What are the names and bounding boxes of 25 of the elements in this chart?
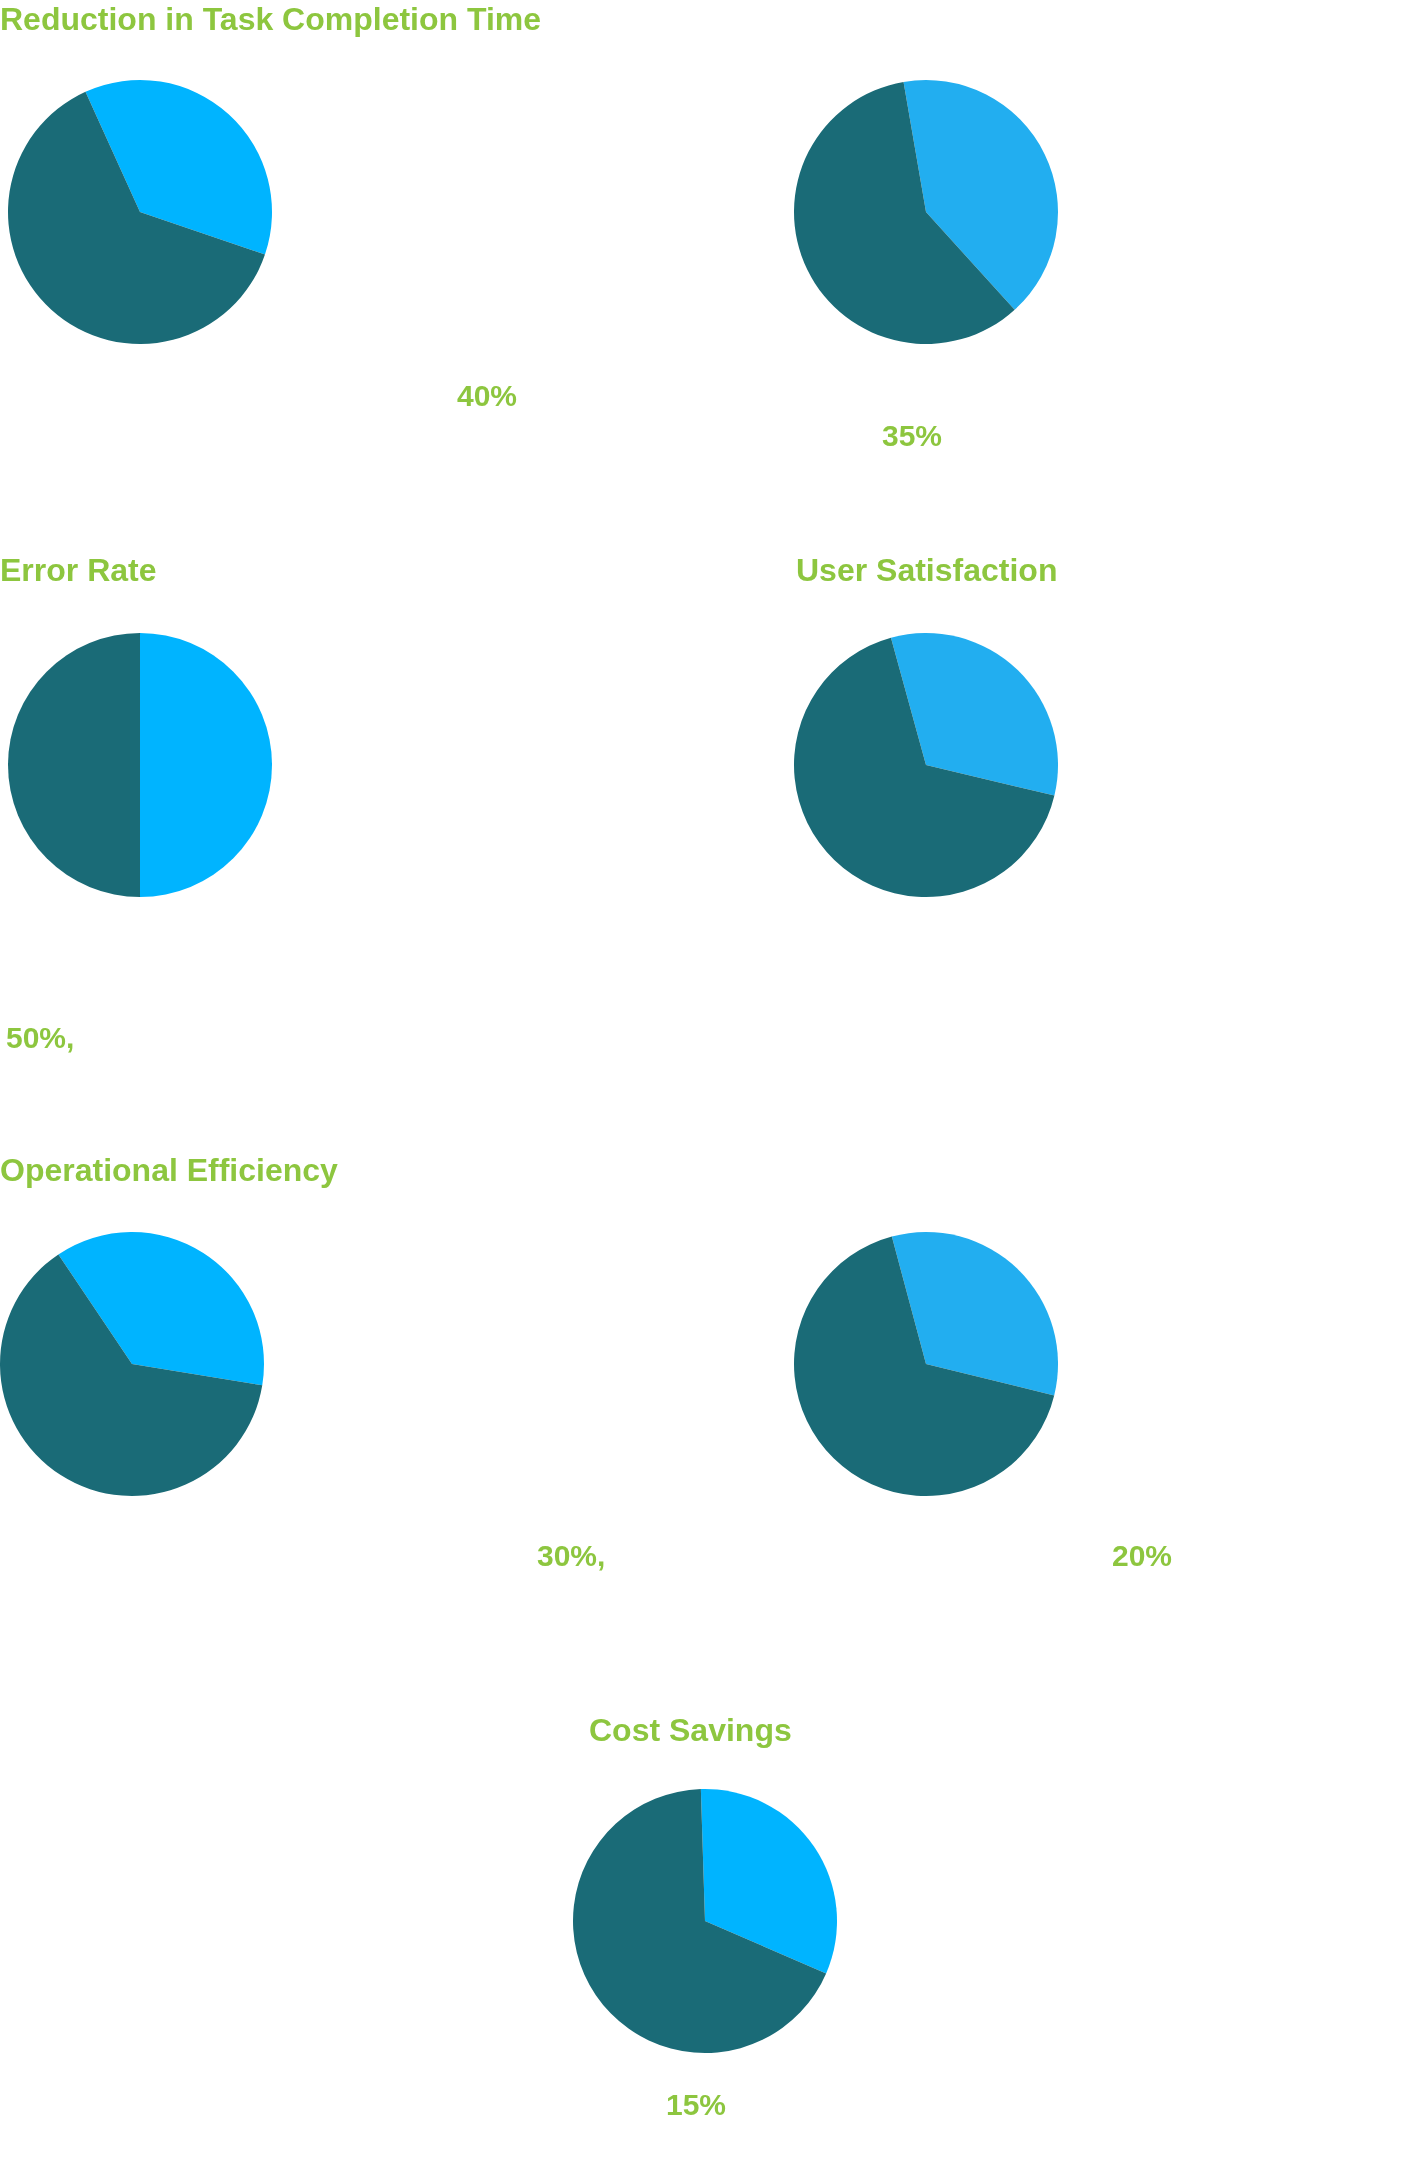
pie-slice	[794, 637, 1055, 897]
pie-slice	[890, 633, 1058, 796]
chart-title: User Satisfaction	[796, 552, 1058, 588]
chart-title: Cost Savings	[589, 1712, 792, 1748]
text: 15%	[666, 2088, 727, 2121]
pie-slice	[891, 1232, 1058, 1396]
chart-title: Operational Efficiency	[0, 1152, 339, 1188]
pie-slice	[573, 1789, 827, 2053]
pie-slice	[794, 1236, 1055, 1496]
text: 20%	[1112, 1539, 1173, 1572]
pie-slice	[58, 1232, 264, 1386]
pie-slice	[903, 80, 1058, 310]
pie-slice	[140, 633, 272, 897]
pie-slice	[794, 81, 1015, 344]
pie-slice	[8, 91, 265, 344]
chart-title: Error Rate	[0, 552, 157, 588]
pie-slice	[85, 80, 272, 255]
pie-slice	[8, 633, 140, 897]
pie-slice	[700, 1789, 837, 1974]
text: 30%,	[537, 1539, 606, 1572]
chart-title: Reduction in Task Completion Time	[0, 1, 542, 37]
text: 50%,	[6, 1021, 75, 1054]
pie-slice	[0, 1254, 263, 1496]
text: 40%	[457, 379, 518, 412]
text: 35%	[882, 419, 943, 452]
